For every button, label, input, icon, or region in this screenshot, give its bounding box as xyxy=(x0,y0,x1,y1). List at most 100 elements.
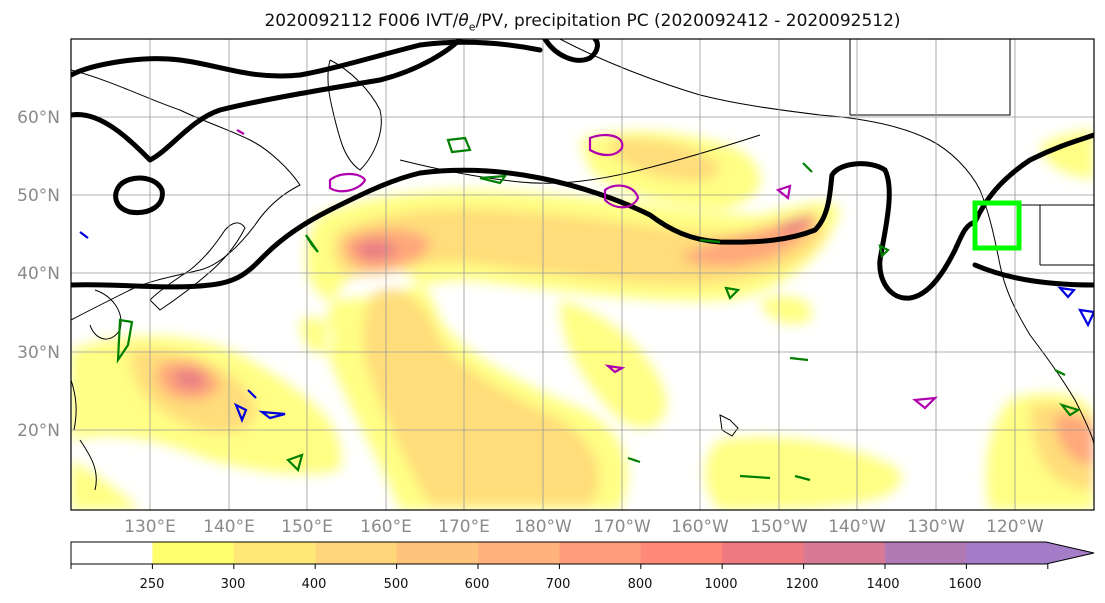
lon-label: 160°W xyxy=(671,517,729,537)
colorbar-tick-label: 1000 xyxy=(704,577,737,592)
colorbar-ticks xyxy=(70,564,1049,569)
colorbar-swatch xyxy=(71,542,153,564)
title-prefix: 2020092112 F006 IVT/ xyxy=(264,11,459,31)
lon-label: 120°W xyxy=(986,517,1044,537)
colorbar-swatch xyxy=(803,542,886,564)
lat-label: 30°N xyxy=(17,343,60,363)
colorbar-labels: 250 300 400 500 600 700 800 1000 1200 14… xyxy=(140,577,982,592)
lon-label: 150°E xyxy=(281,517,333,537)
green-contour xyxy=(305,234,319,253)
magenta-contour xyxy=(588,133,624,157)
colorbar-swatch xyxy=(640,542,723,564)
green-contour xyxy=(739,474,771,480)
magenta-contour xyxy=(912,396,938,410)
lon-label: 170°E xyxy=(438,517,490,537)
colorbar-swatch xyxy=(885,542,967,564)
colorbar-outline xyxy=(70,541,1095,565)
lon-label: 150°W xyxy=(750,517,808,537)
magenta-contour xyxy=(328,172,367,193)
pv-contour-main xyxy=(71,161,978,301)
blue-contour xyxy=(1078,308,1094,328)
lon-label: 140°E xyxy=(203,517,255,537)
green-contour xyxy=(1058,402,1081,417)
blue-contour xyxy=(1057,286,1077,299)
colorbar-tick-label: 300 xyxy=(221,577,246,592)
lon-label: 130°W xyxy=(907,517,965,537)
ivt-band-250 xyxy=(71,130,1094,510)
pv-contour-southeast xyxy=(972,262,1094,288)
green-contour xyxy=(627,456,641,464)
lat-label: 60°N xyxy=(17,108,60,128)
map-frame xyxy=(70,38,1095,511)
green-contour xyxy=(285,453,304,473)
coast-kamchatka xyxy=(327,59,382,171)
colorbar-tick-label: 1600 xyxy=(948,577,981,592)
colorbar-swatch xyxy=(233,542,316,564)
colorbar-swatch xyxy=(315,542,398,564)
green-contour xyxy=(479,174,508,185)
colorbar-tick-label: 400 xyxy=(302,577,327,592)
green-contour xyxy=(794,474,811,482)
colorbar-tick-label: 1200 xyxy=(785,577,818,592)
green-contour xyxy=(878,244,890,259)
green-contour xyxy=(1054,369,1066,376)
coast-north-america xyxy=(849,39,1094,266)
title-theta: θ xyxy=(458,11,469,31)
colorbar-swatch xyxy=(396,542,479,564)
map-title: 2020092112 F006 IVT/θe/PV, precipitation… xyxy=(0,11,1105,33)
lon-label: 170°W xyxy=(593,517,651,537)
colorbar-swatch xyxy=(152,542,235,564)
green-contour xyxy=(699,238,721,244)
coast-japan xyxy=(149,222,246,311)
colorbar-tick-label: 1400 xyxy=(866,577,899,592)
green-contour xyxy=(802,162,813,173)
magenta-contour xyxy=(236,129,245,135)
pv-contours xyxy=(71,39,1094,301)
colorbar-swatch xyxy=(478,542,560,564)
latitude-labels: 60°N 50°N 40°N 30°N 20°N xyxy=(17,108,60,441)
green-contour xyxy=(116,318,134,364)
colorbar-swatches xyxy=(71,542,1094,564)
colorbar-swatch xyxy=(722,542,805,564)
ivt-shading xyxy=(71,130,1094,510)
lon-label: 130°E xyxy=(124,517,176,537)
colorbar-tick-label: 500 xyxy=(384,577,409,592)
lon-label: 160°E xyxy=(360,517,412,537)
colorbar-tick-label: 600 xyxy=(465,577,490,592)
target-region-box xyxy=(972,200,1022,251)
green-contours xyxy=(116,136,1081,482)
title-suffix: /PV, precipitation PC (2020092412 - 2020… xyxy=(475,11,901,31)
lat-label: 50°N xyxy=(17,186,60,206)
colorbar-tick-label: 700 xyxy=(546,577,571,592)
coast-philippines xyxy=(71,379,97,491)
title-theta-subscript: e xyxy=(468,20,476,34)
graticule xyxy=(71,39,1094,510)
green-contour xyxy=(789,356,809,362)
coast-hawaii xyxy=(719,414,739,437)
lon-label: 140°W xyxy=(828,517,886,537)
colorbar-tick-label: 250 xyxy=(140,577,165,592)
magenta-contour xyxy=(603,184,640,209)
magenta-contour xyxy=(775,184,792,201)
longitude-labels: 130°E 140°E 150°E 160°E 170°E 180°W 170°… xyxy=(124,517,1044,537)
lon-label: 180°W xyxy=(514,517,572,537)
colorbar-swatch xyxy=(559,542,642,564)
pv-contour-loop-west xyxy=(113,175,165,216)
colorbar-tick-label: 800 xyxy=(628,577,653,592)
magenta-contours xyxy=(236,129,938,410)
lat-label: 40°N xyxy=(17,264,60,284)
blue-contour xyxy=(233,402,248,423)
pv-contour-north-arc xyxy=(71,39,463,163)
blue-contour xyxy=(79,231,89,239)
blue-contour xyxy=(258,410,286,420)
green-contour xyxy=(724,286,741,300)
colorbar-extend-arrow xyxy=(966,542,1094,564)
blue-contour xyxy=(247,389,257,399)
pv-contour-ne-top xyxy=(542,39,600,63)
magenta-contour xyxy=(604,364,626,374)
lat-label: 20°N xyxy=(17,421,60,441)
green-contour xyxy=(446,136,472,154)
colorbar: 250 300 400 500 600 700 800 1000 1200 14… xyxy=(70,541,1095,592)
ivt-band-300 xyxy=(130,138,1094,505)
